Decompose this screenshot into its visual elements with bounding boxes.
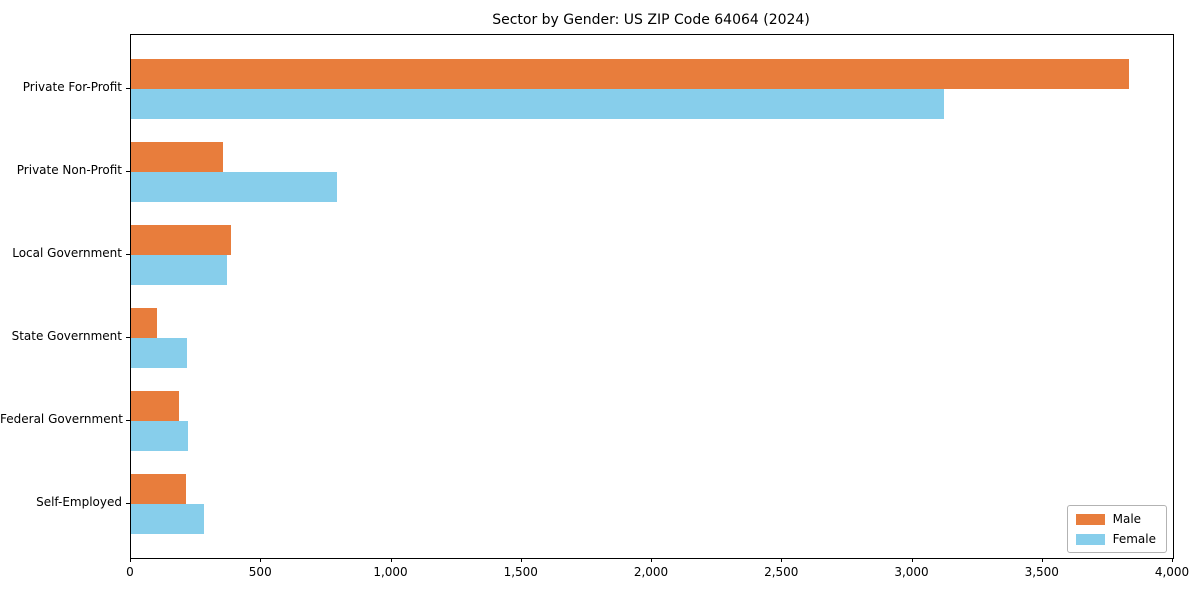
y-tick-label: Local Government [12,246,122,260]
legend: Male Female [1066,505,1167,553]
bar-male-4 [131,391,179,421]
x-tick-mark [260,558,262,562]
legend-item-female: Female [1075,532,1156,546]
x-tick-label: 500 [248,565,272,579]
plot-area: Male Female [130,34,1174,559]
x-tick-mark [130,558,131,562]
legend-swatch-male [1075,513,1105,525]
y-tick-mark [126,171,130,172]
x-tick-label: 3,000 [894,565,929,579]
bar-female-5 [131,504,204,534]
x-tick-mark [520,558,522,562]
x-tick-label: 3,500 [1024,565,1059,579]
chart-title: Sector by Gender: US ZIP Code 64064 (202… [492,12,810,28]
bar-female-1 [131,172,337,202]
bar-male-3 [131,308,157,338]
y-tick-mark [126,337,130,338]
y-tick-label: Self-Employed [36,495,122,509]
x-tick-label: 1,500 [503,565,538,579]
x-tick-label: 2,500 [764,565,799,579]
y-tick-mark [126,503,130,504]
bar-female-4 [131,421,188,451]
bar-female-2 [131,255,227,285]
x-tick-label: 4,000 [1154,565,1190,579]
legend-swatch-female [1075,533,1105,545]
y-tick-label: State Government [11,329,122,343]
bar-male-1 [131,142,223,172]
y-tick-label: Federal Government [0,412,123,426]
bar-female-3 [131,338,187,368]
x-tick-label: 2,000 [633,565,669,579]
y-tick-mark [126,420,130,421]
legend-label-female: Female [1112,532,1156,546]
legend-label-male: Male [1112,512,1142,526]
x-tick-mark [1172,558,1173,562]
x-tick-mark [781,558,783,562]
bar-male-0 [131,59,1129,89]
y-tick-label: Private For-Profit [22,80,122,94]
legend-item-male: Male [1075,512,1156,526]
bar-male-2 [131,225,231,255]
x-tick-mark [390,558,392,562]
x-tick-mark [651,558,652,562]
y-tick-label: Private Non-Profit [16,163,122,177]
x-tick-label: 1,000 [373,565,408,579]
x-tick-mark [911,558,913,562]
y-tick-mark [126,254,130,255]
x-tick-label: 0 [126,565,134,579]
y-tick-mark [126,88,130,89]
bar-female-0 [131,89,944,119]
x-tick-mark [1041,558,1043,562]
bar-male-5 [131,474,186,504]
